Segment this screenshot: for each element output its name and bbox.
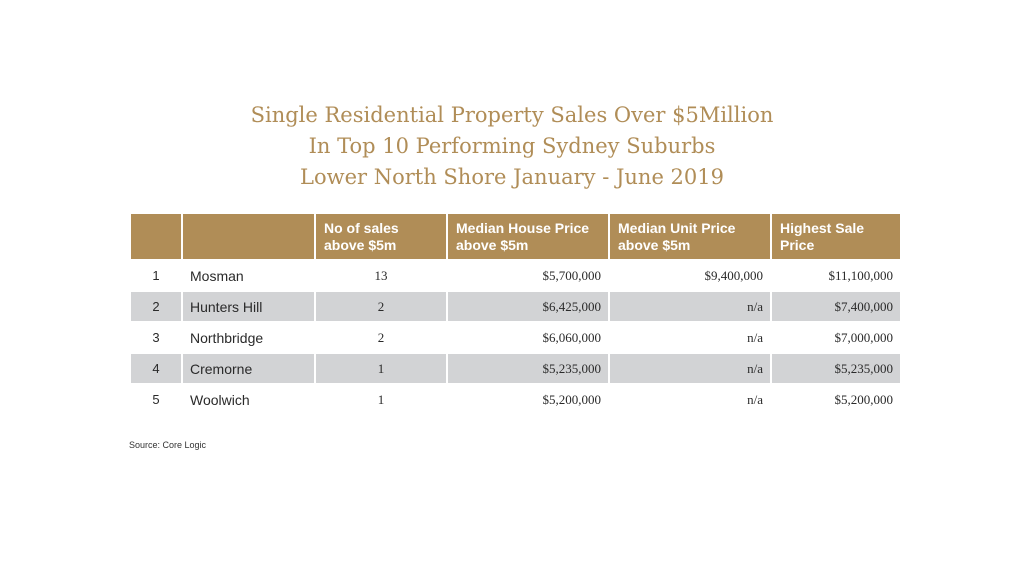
sales-count-cell: 1 — [377, 391, 385, 407]
highest-sale-cell: $5,200,000 — [834, 391, 894, 407]
rank-cell: 2 — [131, 292, 181, 321]
sales-count-cell: 13 — [374, 267, 388, 283]
header-highest-sale-price: Highest Sale Price — [772, 214, 900, 259]
table-row: 3 Northbridge 2 $6,060,000 n/a $7,000,00… — [131, 323, 900, 352]
median-house-cell: $5,235,000 — [448, 354, 608, 383]
header-median-house-price: Median House Price above $5m — [448, 214, 608, 259]
table-row: 5 Woolwich 1 $5,200,000 n/a $5,200,000 — [131, 385, 900, 414]
median-house-cell: $6,425,000 — [448, 292, 608, 321]
table-row: 2 Hunters Hill 2 $6,425,000 n/a $7,400,0… — [131, 292, 900, 321]
median-house-cell: $5,200,000 — [542, 391, 602, 407]
table-row: 4 Cremorne 1 $5,235,000 n/a $5,235,000 — [131, 354, 900, 383]
median-house-cell: $6,060,000 — [542, 329, 602, 345]
suburb-cell: Mosman — [190, 267, 244, 284]
title-line-3: Lower North Shore January - June 2019 — [300, 165, 724, 189]
rank-cell: 1 — [152, 268, 160, 283]
table-row: 1 Mosman 13 $5,700,000 $9,400,000 $11,10… — [131, 261, 900, 290]
sales-table: No of sales above $5m Median House Price… — [129, 212, 902, 416]
rank-cell: 3 — [152, 330, 160, 345]
header-median-unit-price: Median Unit Price above $5m — [610, 214, 770, 259]
median-house-cell: $5,700,000 — [542, 267, 602, 283]
rank-cell: 4 — [131, 354, 181, 383]
highest-sale-cell: $7,400,000 — [772, 292, 900, 321]
source-note: Source: Core Logic — [129, 440, 207, 450]
sales-count-cell: 1 — [316, 354, 446, 383]
highest-sale-cell: $5,235,000 — [772, 354, 900, 383]
highest-sale-cell: $7,000,000 — [834, 329, 894, 345]
median-unit-cell: n/a — [747, 391, 763, 407]
suburb-cell: Hunters Hill — [183, 292, 314, 321]
suburb-cell: Cremorne — [183, 354, 314, 383]
suburb-cell: Woolwich — [190, 391, 250, 408]
header-suburb — [183, 214, 314, 259]
title-block: Single Residential Property Sales Over $… — [0, 100, 1024, 193]
title-line-2: In Top 10 Performing Sydney Suburbs — [308, 134, 716, 158]
suburb-cell: Northbridge — [190, 329, 264, 346]
highest-sale-cell: $11,100,000 — [828, 267, 893, 283]
median-unit-cell: n/a — [747, 329, 763, 345]
header-no-of-sales: No of sales above $5m — [316, 214, 446, 259]
rank-cell: 5 — [152, 392, 160, 407]
header-rank — [131, 214, 181, 259]
sales-count-cell: 2 — [316, 292, 446, 321]
header-row: No of sales above $5m Median House Price… — [131, 214, 900, 259]
median-unit-cell: n/a — [610, 292, 770, 321]
median-unit-cell: n/a — [610, 354, 770, 383]
sales-count-cell: 2 — [377, 329, 385, 345]
median-unit-cell: $9,400,000 — [704, 267, 764, 283]
title-line-1: Single Residential Property Sales Over $… — [250, 103, 774, 127]
